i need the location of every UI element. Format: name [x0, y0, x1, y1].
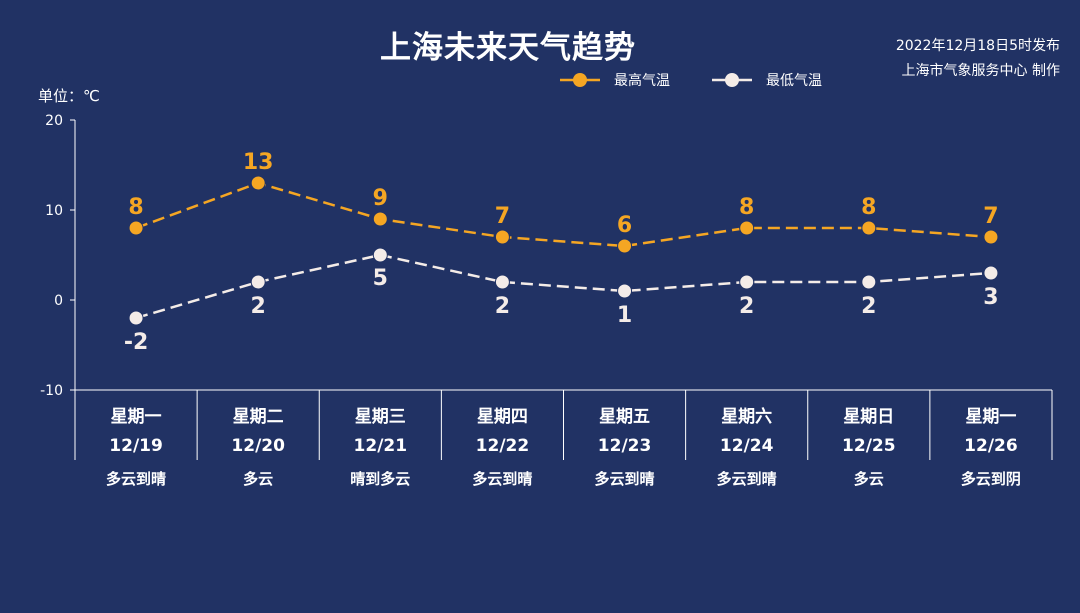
date-label: 12/19: [109, 436, 163, 456]
data-label-low: 3: [983, 285, 998, 310]
data-label-low: 2: [861, 294, 876, 319]
date-label: 12/24: [720, 436, 774, 456]
data-point-high: [494, 229, 510, 245]
date-label: 12/21: [354, 436, 408, 456]
data-point-high: [739, 220, 755, 236]
chart-title: 上海未来天气趋势: [380, 30, 636, 66]
weather-label: 晴到多云: [350, 470, 410, 488]
y-tick-label: 20: [45, 113, 63, 129]
data-label-low: 2: [739, 294, 754, 319]
day-label: 星期日: [843, 407, 894, 427]
data-point-low: [617, 283, 633, 299]
weather-label: 多云到晴: [106, 470, 166, 488]
date-label: 12/20: [231, 436, 285, 456]
data-label-low: -2: [124, 330, 148, 355]
legend-label: 最低气温: [766, 73, 822, 89]
data-point-high: [983, 229, 999, 245]
legend-label: 最高气温: [614, 72, 670, 89]
data-point-low: [372, 247, 388, 263]
data-point-low: [739, 274, 755, 290]
data-label-low: 2: [251, 294, 266, 319]
data-label-low: 2: [495, 294, 510, 319]
weather-label: 多云到阴: [961, 470, 1021, 488]
data-point-low: [250, 274, 266, 290]
day-label: 星期二: [233, 407, 284, 427]
data-point-low: [494, 274, 510, 290]
series-line-low: [135, 253, 992, 320]
day-label: 星期六: [721, 406, 772, 427]
legend-swatch-marker: [573, 73, 587, 87]
day-label: 星期五: [599, 407, 650, 427]
weather-label: 多云: [243, 470, 273, 488]
data-point-low: [128, 310, 144, 326]
weather-label: 多云到晴: [472, 470, 532, 488]
day-label: 星期一: [965, 407, 1016, 427]
weather-label: 多云到晴: [595, 470, 655, 488]
data-label-low: 5: [373, 266, 388, 291]
data-label-high: 8: [739, 195, 754, 220]
day-label: 星期三: [355, 407, 406, 427]
data-point-high: [372, 211, 388, 227]
y-tick-label: 10: [45, 203, 63, 219]
series-line-high: [135, 181, 992, 248]
data-label-high: 8: [861, 195, 876, 220]
y-tick-label: -10: [40, 383, 63, 399]
data-label-low: 1: [617, 303, 632, 328]
date-label: 12/23: [598, 436, 652, 456]
data-label-high: 13: [243, 150, 274, 175]
data-point-high: [250, 175, 266, 191]
day-label: 星期一: [111, 407, 162, 427]
weather-label: 多云: [854, 470, 884, 488]
day-label: 星期四: [477, 407, 528, 427]
data-point-low: [983, 265, 999, 281]
date-label: 12/25: [842, 436, 896, 456]
date-label: 12/22: [476, 436, 530, 456]
data-label-high: 8: [128, 195, 143, 220]
data-point-high: [617, 238, 633, 254]
data-label-high: 6: [617, 213, 632, 238]
publish-time: 2022年12月18日5时发布: [895, 38, 1060, 54]
data-point-low: [861, 274, 877, 290]
data-point-high: [861, 220, 877, 236]
data-point-high: [128, 220, 144, 236]
y-tick-label: 0: [54, 293, 63, 309]
data-label-high: 9: [373, 186, 388, 211]
producer-credit: 上海市气象服务中心 制作: [901, 63, 1060, 79]
data-label-high: 7: [983, 204, 998, 229]
legend-swatch-marker: [725, 73, 739, 87]
date-label: 12/26: [964, 436, 1018, 456]
weather-label: 多云到晴: [717, 470, 777, 488]
unit-label: 单位：℃: [38, 87, 100, 105]
data-label-high: 7: [495, 204, 510, 229]
